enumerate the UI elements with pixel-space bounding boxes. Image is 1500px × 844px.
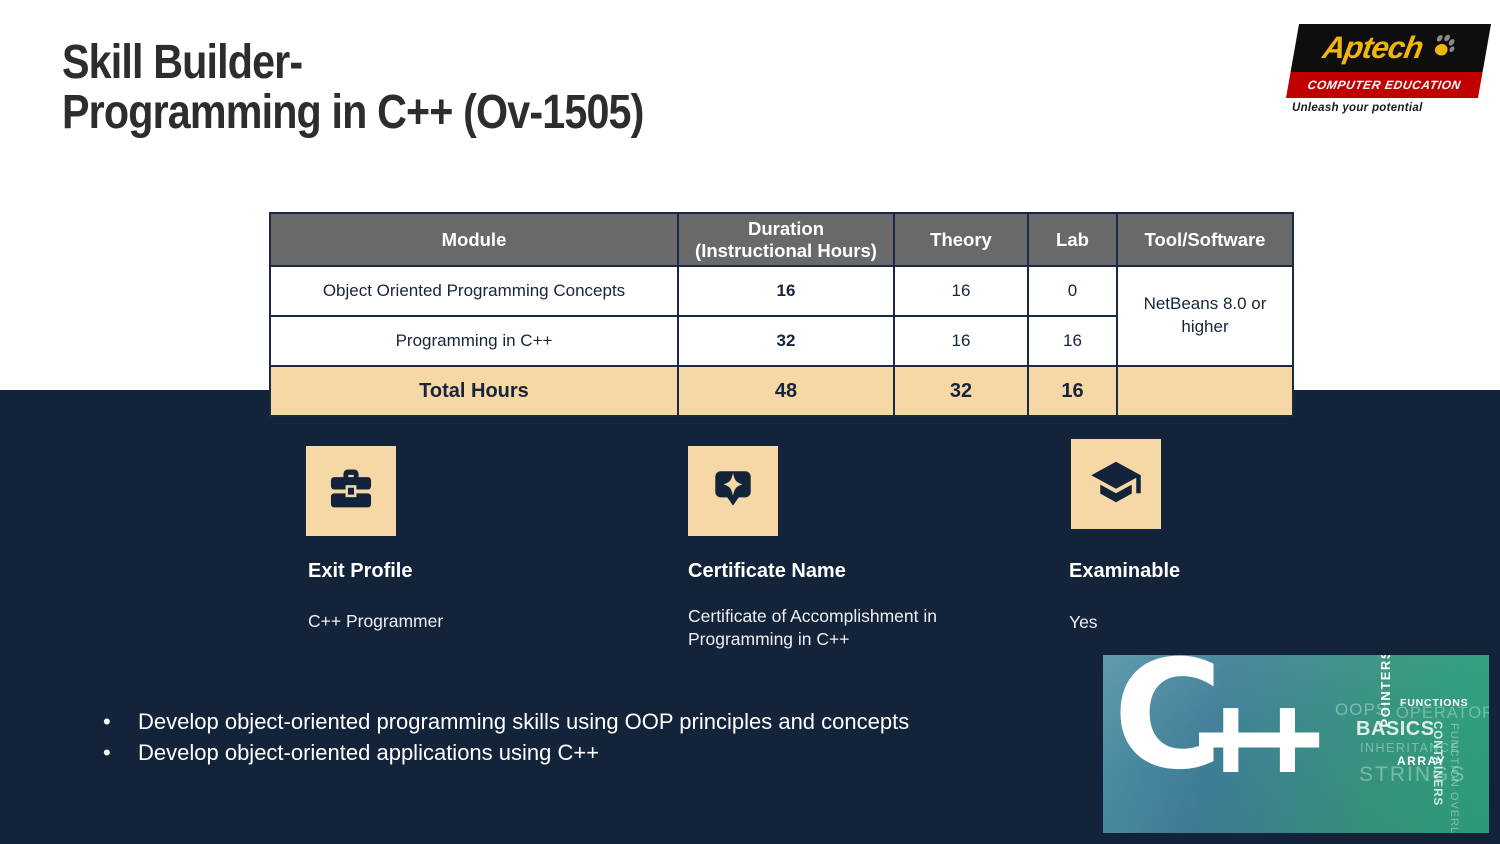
theory-cell: 16 — [893, 315, 1029, 367]
header-duration: Duration (Instructional Hours) — [677, 212, 895, 267]
keyword-function-overload: FUNCTION OVERLOAD — [1448, 723, 1460, 833]
exit-profile-heading: Exit Profile — [308, 560, 413, 582]
total-hours-row: Total Hours 48 32 16 — [269, 365, 1294, 417]
total-label-cell: Total Hours — [269, 365, 679, 417]
duration-cell: 32 — [677, 315, 895, 367]
keyword-containers: CONTAINERS — [1431, 721, 1443, 807]
table-row: Programming in C++ 32 16 16 — [269, 315, 1293, 367]
cpp-banner-image: C ++ OOPS POINTERS FUNCTIONS OPERATORS B… — [1103, 655, 1489, 833]
keyword-pointers: POINTERS — [1378, 655, 1393, 728]
certificate-name-value: Certificate of Accomplishment in Program… — [688, 606, 937, 649]
module-cell: Object Oriented Programming Concepts — [269, 265, 679, 317]
logo-black-band: Aptech — [1290, 24, 1492, 72]
logo-tagline: Unleash your potential — [1292, 102, 1423, 114]
keyword-basics: BASICS — [1356, 718, 1435, 740]
page-title-line2: Programming in C++ (Ov-1505) — [62, 86, 644, 139]
course-hours-table: Module Duration (Instructional Hours) Th… — [269, 212, 1294, 417]
header-tool-software: Tool/Software — [1116, 212, 1294, 267]
keyword-oops: OOPS — [1335, 700, 1389, 719]
exit-profile-card-icon — [306, 446, 396, 536]
exit-profile-value: C++ Programmer — [308, 611, 444, 631]
keyword-strings: STRINGS — [1359, 763, 1467, 786]
certificate-card-icon — [688, 446, 778, 536]
header-module: Module — [269, 212, 679, 267]
lab-cell: 0 — [1027, 265, 1118, 317]
objective-item: Develop object-oriented programming skil… — [103, 706, 1063, 737]
table-row: Object Oriented Programming Concepts 16 … — [269, 265, 1294, 367]
lab-cell: 16 — [1027, 315, 1118, 367]
briefcase-icon — [325, 463, 377, 520]
page-title: Skill Builder- Programming in C++ (Ov-15… — [62, 38, 644, 138]
logo-red-band: COMPUTER EDUCATION — [1286, 72, 1483, 98]
certificate-badge-icon — [708, 464, 758, 519]
total-duration-cell: 48 — [677, 365, 895, 417]
theory-cell: 16 — [893, 265, 1029, 317]
cpp-big-letter: C — [1113, 655, 1224, 803]
duration-cell: 16 — [677, 265, 895, 317]
header-theory: Theory — [893, 212, 1029, 267]
module-cell: Programming in C++ — [269, 315, 679, 367]
objective-item: Develop object-oriented applications usi… — [103, 737, 1063, 768]
examinable-heading: Examinable — [1069, 560, 1181, 582]
examinable-value: Yes — [1069, 612, 1098, 632]
header-duration-line2: (Instructional Hours) — [695, 239, 877, 261]
examinable-card-icon — [1071, 439, 1161, 529]
paw-icon — [1425, 31, 1461, 66]
logo-brand-text: Aptech — [1320, 30, 1426, 65]
header-lab: Lab — [1027, 212, 1118, 267]
tool-software-cell: NetBeans 8.0 or higher — [1116, 265, 1294, 367]
logo-parallelogram: Aptech COMPUTER EDUCATION — [1286, 24, 1500, 98]
graduation-cap-icon — [1089, 455, 1143, 514]
header-duration-line1: Duration — [747, 218, 825, 240]
total-tool-cell-empty — [1116, 365, 1294, 417]
logo-division-text: COMPUTER EDUCATION — [1306, 78, 1463, 92]
total-lab-cell: 16 — [1027, 365, 1118, 417]
cpp-plus-signs: ++ — [1189, 681, 1329, 795]
table-header-row: Module Duration (Instructional Hours) Th… — [269, 212, 1294, 267]
keyword-functions: FUNCTIONS — [1400, 697, 1469, 709]
keyword-operators: OPERATORS — [1396, 704, 1489, 722]
page-title-line1: Skill Builder- — [62, 36, 303, 89]
certificate-name-heading: Certificate Name — [688, 560, 846, 582]
objectives-list: Develop object-oriented programming skil… — [103, 706, 1063, 768]
keyword-inheritance: INHERITANCE — [1360, 741, 1461, 755]
total-theory-cell: 32 — [893, 365, 1029, 417]
aptech-logo: Aptech COMPUTER EDUCATION — [1286, 24, 1492, 114]
keyword-array: ARRAY — [1397, 754, 1447, 768]
